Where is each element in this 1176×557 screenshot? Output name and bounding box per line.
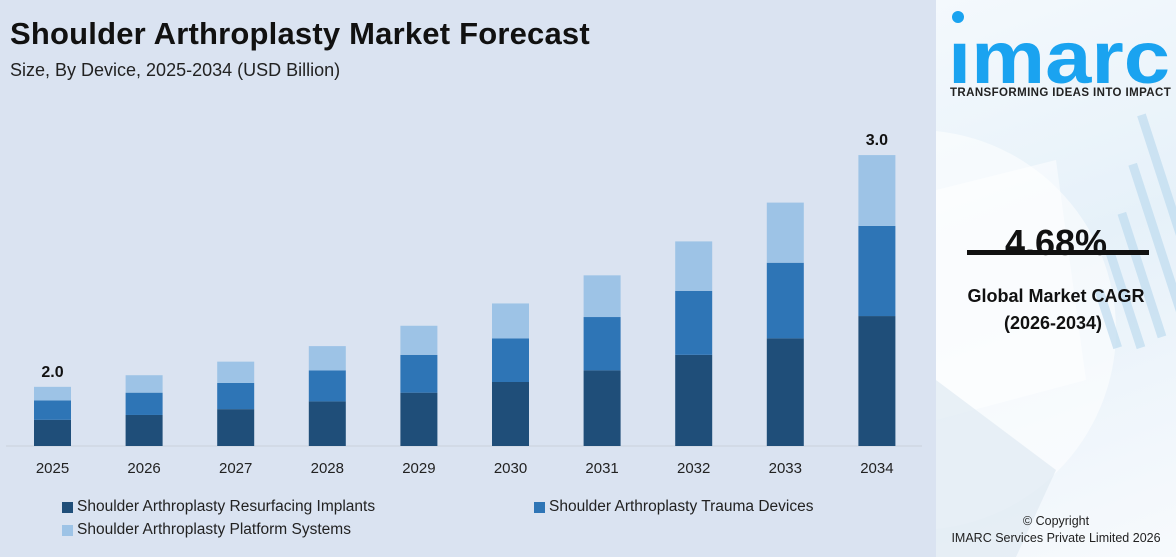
cagr-period: (2026-2034) [1003, 313, 1103, 333]
bar-segment-trauma-devices-2034 [858, 225, 896, 317]
bar-segment-trauma-devices-2027 [217, 382, 255, 410]
x-tick-label: 2034 [860, 460, 893, 477]
x-tick-label: 2031 [585, 460, 618, 477]
data-label-total-2034: 3.0 [866, 132, 888, 149]
bar-segment-platform-systems-2034 [858, 155, 896, 226]
bar-segment-trauma-devices-2032 [675, 290, 713, 355]
x-tick-label: 2033 [769, 460, 802, 477]
imarc-logo: ımarc [948, 11, 1170, 88]
x-tick-label: 2029 [402, 460, 435, 477]
cagr-label: Global Market CAGR [967, 286, 1145, 306]
bar-segment-resurfacing-implants-2033 [766, 338, 804, 446]
stacked-bar-chart: 2025 2026 2027 2028 2029 2030 2031 2032 2033 2034… [6, 132, 922, 477]
bar-segment-platform-systems-2026 [125, 375, 163, 393]
background-chart-image [936, 113, 1176, 557]
company-name: IMARC Services Private Limited 2026 [951, 531, 1161, 545]
bar-segment-resurfacing-implants-2029 [400, 392, 438, 446]
legend-label: Shoulder Arthroplasty Platform Systems [77, 521, 351, 538]
svg-text:ımarc: ımarc [948, 16, 1170, 88]
chart-panel: Shoulder Arthroplasty Market Forecast Si… [6, 16, 922, 539]
bar-segment-platform-systems-2033 [766, 202, 804, 263]
bar-segment-resurfacing-implants-2030 [492, 382, 529, 446]
bar-segment-resurfacing-implants-2027 [217, 409, 255, 446]
bar-segment-resurfacing-implants-2032 [675, 354, 713, 446]
legend-label: Shoulder Arthroplasty Resurfacing Implan… [77, 498, 376, 515]
cagr-value: 4.68% [1004, 222, 1108, 263]
legend-swatch [62, 501, 73, 513]
bar-segment-trauma-devices-2028 [308, 370, 346, 402]
x-tick-label: 2028 [311, 460, 344, 477]
legend-item-trauma-devices: Shoulder Arthroplasty Trauma Devices [534, 498, 813, 516]
bar-segment-platform-systems-2028 [308, 346, 346, 371]
x-tick-label: 2025 [36, 460, 69, 477]
legend-swatch [62, 524, 73, 536]
page-subtitle: Size, By Device, 2025-2034 (USD Billion) [10, 60, 341, 80]
logo-tagline: TRANSFORMING IDEAS INTO IMPACT [950, 87, 1172, 99]
bar-segment-resurfacing-implants-2028 [308, 401, 346, 446]
x-tick-label: 2030 [494, 460, 527, 477]
bar-segment-trauma-devices-2030 [492, 338, 529, 382]
x-tick-label: 2027 [219, 460, 252, 477]
bar-segment-trauma-devices-2025 [34, 400, 71, 420]
x-tick-label: 2032 [677, 460, 710, 477]
bar-segment-trauma-devices-2033 [766, 262, 804, 339]
bar-segment-resurfacing-implants-2034 [858, 316, 896, 446]
bar-segment-platform-systems-2032 [675, 241, 713, 291]
x-tick-label: 2026 [127, 460, 160, 477]
copyright-text: © Copyright [1022, 514, 1090, 528]
bar-segment-trauma-devices-2026 [125, 392, 163, 415]
bar-segment-platform-systems-2030 [492, 303, 529, 339]
cagr-divider [967, 250, 1149, 255]
bar-segment-platform-systems-2027 [217, 361, 255, 383]
legend-item-resurfacing-implants: Shoulder Arthroplasty Resurfacing Implan… [62, 498, 375, 516]
bar-segment-trauma-devices-2031 [583, 317, 621, 371]
bar-segment-resurfacing-implants-2031 [583, 370, 621, 446]
bar-segment-resurfacing-implants-2026 [125, 414, 163, 446]
page-title: Shoulder Arthroplasty Market Forecast [10, 16, 590, 51]
legend-swatch [534, 501, 545, 513]
data-label-total-2025: 2.0 [41, 364, 63, 381]
bar-segment-resurfacing-implants-2025 [34, 419, 71, 446]
legend-label: Shoulder Arthroplasty Trauma Devices [549, 498, 814, 515]
bar-segment-platform-systems-2031 [583, 275, 621, 318]
imarc-sidebar: ımarc TRANSFORMING IDEAS INTO IMPACT 4.6… [936, 0, 1176, 557]
bar-segment-platform-systems-2025 [34, 386, 71, 401]
bar-segment-trauma-devices-2029 [400, 354, 438, 393]
legend-item-platform-systems: Shoulder Arthroplasty Platform Systems [62, 521, 351, 539]
bar-segment-platform-systems-2029 [400, 325, 438, 355]
